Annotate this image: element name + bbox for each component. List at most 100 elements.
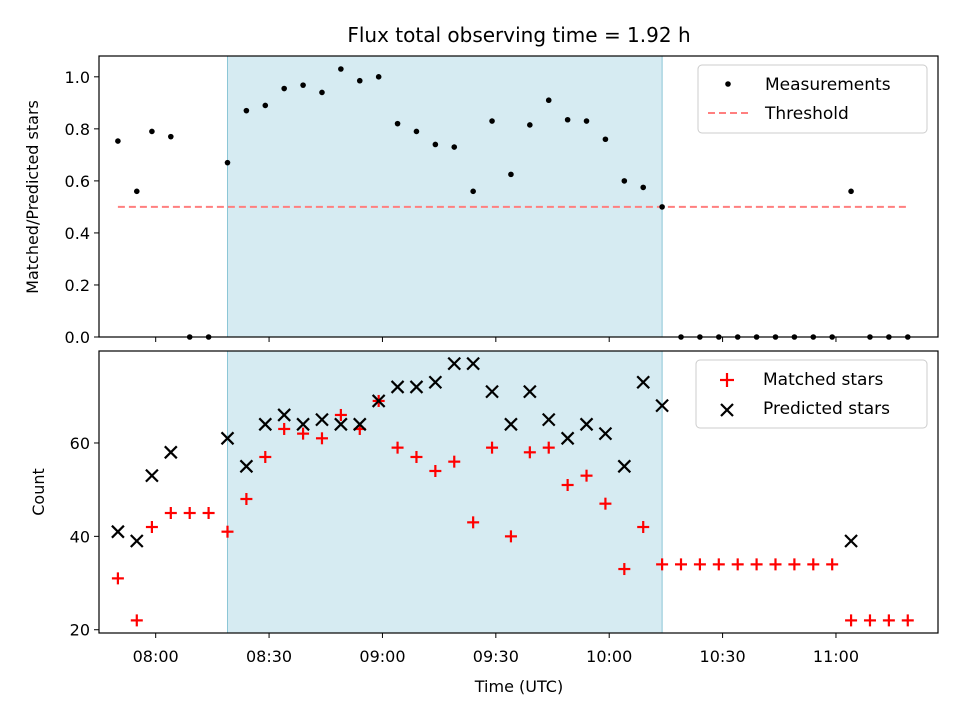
legend-measurements-label: Measurements [765,75,891,95]
matched-star-point [391,441,404,454]
matched-star-point [769,558,782,571]
predicted-star-point [130,534,144,548]
predicted-star-point [844,534,858,548]
matched-star-point [130,614,143,627]
matched-star-point [542,441,555,454]
matched-star-point [111,572,124,585]
measurement-point [338,66,344,72]
matched-star-point [278,422,291,435]
measurement-point [451,144,458,150]
y-tick-label: 60 [70,434,90,453]
matched-star-point [221,525,234,538]
matched-star-point [901,614,914,627]
predicted-star-point [390,380,405,394]
matched-star-point [712,558,725,571]
bottom-highlight-span [226,350,663,634]
top-y-axis-label: Matched/Predicted stars [23,100,42,294]
measurement-point [319,89,325,96]
measurement-point [621,178,628,184]
matched-star-point [297,427,310,440]
legend-threshold-label: Threshold [764,104,849,124]
matched-star-point [580,469,593,482]
legend-matched-label: Matched stars [763,370,883,390]
bottom-y-axis-label: Count [29,468,48,516]
measurement-point [545,97,552,104]
predicted-star-point [258,417,273,432]
top-x-ticks [155,337,837,342]
x-tick-label: 08:00 [133,647,179,666]
measurement-point [527,122,533,128]
predicted-star-point [164,445,178,460]
legend-matched-marker [720,373,734,387]
measurement-point [300,82,306,88]
predicted-star-point [598,426,613,441]
predicted-star-point [409,380,424,394]
measurement-point [564,116,571,123]
y-tick-label: 0.6 [65,172,90,191]
matched-star-point [882,614,895,627]
matched-star-point [599,497,612,510]
x-axis-label: Time (UTC) [474,677,563,696]
measurement-point [243,107,250,114]
measurement-point [602,136,609,143]
predicted-star-point [334,417,348,432]
measurement-point [848,188,854,195]
bottom-marks [111,356,914,627]
matched-star-point [259,450,272,463]
predicted-star-point [579,417,594,432]
bottom-panel: 20 40 60 08:00 08:30 09:00 09:30 10:00 10:30 11:… [29,350,939,696]
matched-star-point [486,441,499,454]
matched-star-point [618,563,631,576]
legend-predicted-marker [720,403,734,417]
matched-star-point [523,446,536,459]
measurement-point [583,118,590,124]
measurement-point [432,141,439,148]
measurement-point [133,188,140,195]
matched-star-point [826,558,839,571]
measurement-point [508,171,514,178]
matched-star-point [675,558,688,571]
matched-star-point [504,530,517,543]
measurement-point [115,138,121,144]
x-tick-label: 10:30 [700,647,746,666]
predicted-star-point [239,459,254,474]
matched-star-point [750,558,763,571]
bottom-legend-box [695,359,928,429]
predicted-star-point [315,412,329,427]
legend-measurements-marker [725,81,731,87]
measurement-point [375,74,382,80]
predicted-star-point [220,431,235,446]
matched-star-point [334,408,347,421]
measurement-point [470,188,476,195]
predicted-star-point [485,384,499,399]
x-tick-label: 09:00 [359,647,405,666]
y-tick-label: 1.0 [65,68,90,87]
measurement-point [262,102,269,109]
matched-star-point [731,558,744,571]
y-tick-label: 0.8 [65,120,90,139]
x-tick-label: 10:00 [586,647,632,666]
measurement-point [356,77,363,84]
bottom-legend: Matched stars Predicted stars [695,359,928,429]
x-tick-label: 09:30 [473,647,519,666]
measurement-point [640,184,647,191]
measurement-point [149,128,155,135]
matched-star-point [807,558,820,571]
predicted-star-point [541,412,556,427]
matched-star-point [656,558,669,571]
matched-star-point [863,614,876,627]
measurement-point [489,118,495,124]
top-legend: Measurements Threshold [697,64,928,134]
top-legend-box [697,64,928,134]
measurement-point [394,120,401,127]
matched-star-point [202,507,215,520]
matched-star-point [410,450,423,463]
bottom-x-ticks: 08:00 08:30 09:00 09:30 10:00 10:30 11:00 [133,633,859,666]
measurement-point [168,133,174,140]
top-y-ticks: 0.0 0.2 0.4 0.6 0.8 1.0 [65,68,99,347]
matched-star-point [183,507,196,520]
measurement-point [224,159,231,166]
predicted-star-point [352,417,367,432]
y-tick-label: 0.0 [65,328,90,347]
matched-star-point [561,478,574,491]
